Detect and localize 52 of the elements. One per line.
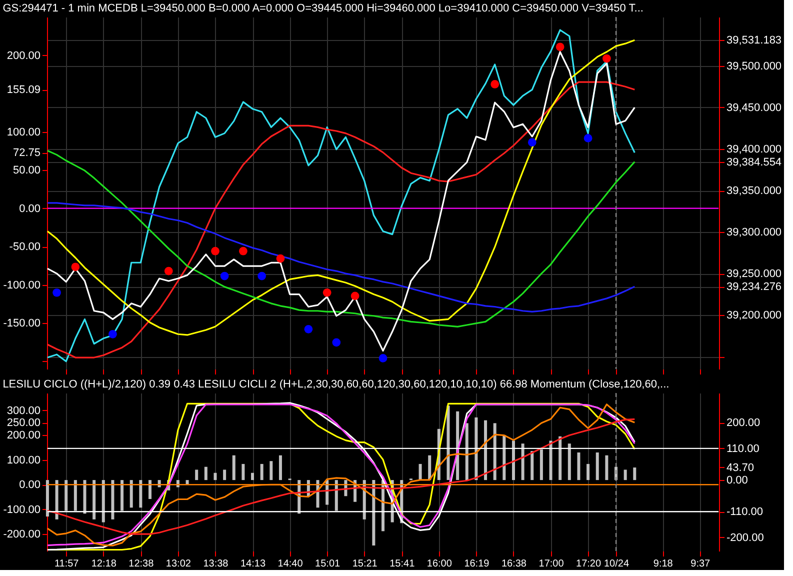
y-tick-label: 300.00 bbox=[6, 404, 40, 417]
x-tick-label: 15:01 bbox=[315, 558, 341, 570]
x-tick-label: 13:02 bbox=[166, 558, 192, 570]
y2-tick-label: 39,200.000 bbox=[726, 310, 782, 322]
y2-tick-label: -110.00 bbox=[726, 506, 763, 518]
y2-tick-label: 39,400.000 bbox=[726, 144, 782, 156]
y2-tick-label: 39,450.000 bbox=[726, 102, 782, 114]
y2-tick-label: 39,500.000 bbox=[726, 60, 782, 72]
x-tick-label: 10/24 bbox=[604, 558, 630, 570]
y-tick-label: -200.00 bbox=[3, 528, 40, 541]
x-tick-label: 9:37 bbox=[690, 558, 711, 570]
y-tick-label: 50.00 bbox=[12, 164, 40, 177]
x-tick-label: 13:38 bbox=[203, 558, 229, 570]
y-tick-label: 0.00 bbox=[19, 202, 40, 215]
y-tick-label: -50.00 bbox=[9, 241, 40, 254]
x-tick-label: 16:00 bbox=[426, 558, 452, 570]
y-tick-label: 200.00 bbox=[6, 430, 40, 442]
y-tick-label: 250.00 bbox=[6, 417, 40, 430]
y2-tick-label: 39,350.000 bbox=[726, 185, 782, 198]
y-tick-label: 100.00 bbox=[6, 454, 40, 466]
y-tick-label: -100.00 bbox=[3, 504, 40, 516]
y-tick-label: 0.00 bbox=[19, 479, 40, 492]
y-tick-label: 155.09 bbox=[6, 84, 40, 96]
x-tick-label: 16:38 bbox=[501, 558, 527, 570]
y2-tick-label: 43.70 bbox=[726, 462, 754, 474]
y-tick-label: 100.00 bbox=[6, 126, 40, 138]
y2-tick-label: 39,384.554 bbox=[726, 156, 782, 168]
x-tick-label: 12:38 bbox=[128, 558, 154, 570]
y2-tick-label: -200.00 bbox=[726, 532, 764, 544]
y2-tick-label: 39,531.183 bbox=[726, 34, 782, 47]
x-tick-label: 9:18 bbox=[653, 558, 674, 570]
y2-tick-label: 200.00 bbox=[726, 417, 760, 430]
chart-title: GS:294471 - 1 min MCEDB L=39450.000 B=0.000 A=0.000 O=39445.000 Hi=39460.000 Lo=39410.000 C=39450.000 V=39450 T... bbox=[2, 2, 644, 14]
y2-tick-label: 39,250.000 bbox=[726, 268, 782, 280]
y2-tick-label: 39,300.000 bbox=[726, 226, 782, 239]
y-tick-label: -100.00 bbox=[3, 279, 40, 292]
x-tick-label: 16:19 bbox=[464, 558, 490, 570]
y2-tick-label: 39,234.276 bbox=[726, 281, 782, 294]
x-tick-label: 15:41 bbox=[390, 558, 416, 570]
chart-title: LESILU CICLO ((H+L)/2,120) 0.39 0.43 LESILU CICLI 2 (H+L,2,30,30,60,60,120,30,60,120,10,10,10) 66.98 Momentum (Close,120,60,... bbox=[2, 378, 670, 390]
x-tick-label: 14:40 bbox=[278, 558, 304, 570]
y2-tick-label: 110.00 bbox=[726, 442, 760, 455]
x-tick-label: 15:21 bbox=[352, 558, 378, 570]
x-tick-label: 17:20 bbox=[576, 558, 602, 570]
y2-tick-label: 0.00 bbox=[726, 474, 748, 487]
x-tick-label: 14:13 bbox=[240, 558, 266, 570]
y-tick-label: 72.75 bbox=[12, 147, 40, 160]
x-tick-label: 17:00 bbox=[538, 558, 564, 570]
y-tick-label: 200.00 bbox=[6, 50, 40, 62]
y-tick-label: -150.00 bbox=[3, 318, 40, 330]
x-tick-label: 12:18 bbox=[91, 558, 117, 570]
x-tick-label: 11:57 bbox=[54, 558, 80, 570]
